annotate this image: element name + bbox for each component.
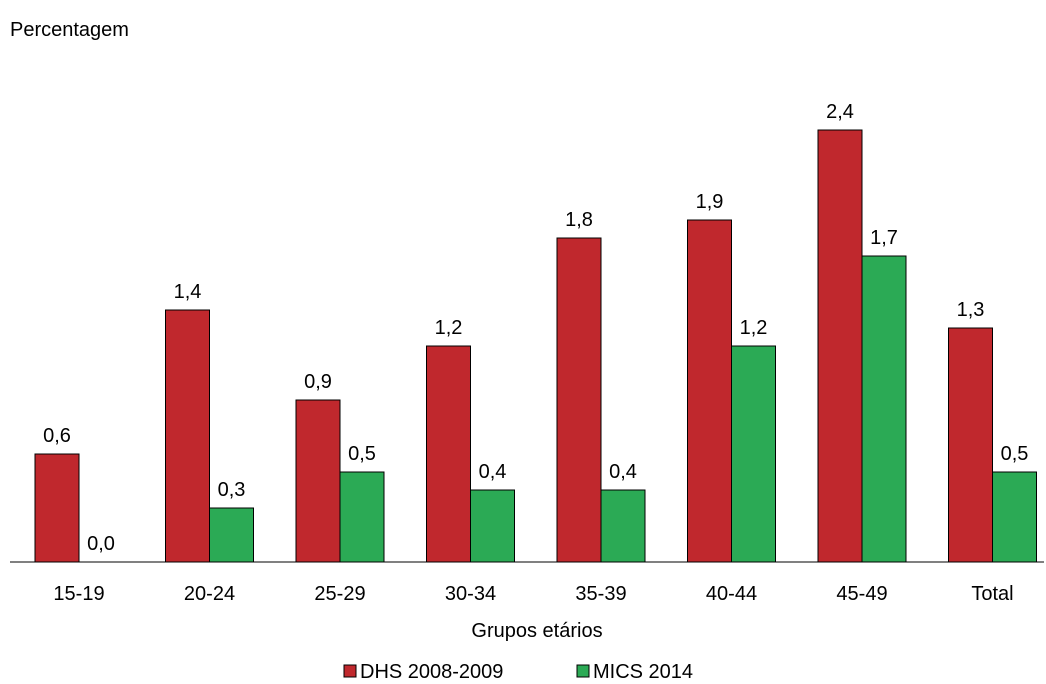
x-tick-label: 15-19 [53,583,104,605]
bar-dhs-45-49 [817,129,863,563]
bar-dhs-Total [948,327,993,563]
bar-mics-35-39 [600,489,646,563]
data-label: 1,2 [435,317,463,339]
bar-mics-30-34 [470,489,515,563]
x-tick-labels: 15-19 20-24 25-29 30-34 35-39 40-44 45-49 Total [53,583,1013,605]
data-label: 0,3 [218,479,246,501]
x-tick-label: 35-39 [575,583,626,605]
data-label: 0,4 [479,461,507,483]
legend: DHS 2008-2009 MICS 2014 [343,661,693,683]
x-tick-label: 25-29 [314,583,365,605]
bar-mics-Total [992,471,1037,563]
bar-dhs-25-29 [295,399,341,563]
data-label: 0,4 [609,461,637,483]
legend-swatch [576,664,590,678]
bar-dhs-20-24 [165,309,210,563]
bar-mics-20-24 [209,507,254,563]
x-tick-label: Total [971,583,1013,605]
data-label: 0,6 [43,425,71,447]
data-label: 0,5 [348,443,376,465]
data-label: 0,5 [1001,443,1029,465]
bar-dhs-30-34 [426,345,471,563]
x-axis-label: Grupos etários [471,620,602,642]
data-label: 1,2 [740,317,768,339]
x-tick-label: 20-24 [184,583,235,605]
data-label: 1,8 [565,209,593,231]
bar-dhs-40-44 [687,219,732,563]
bar-dhs-15-19 [34,453,80,563]
legend-swatch [343,664,357,678]
y-axis-label: Percentagem [10,19,129,41]
legend-label: DHS 2008-2009 [360,661,503,683]
data-label: 1,4 [174,281,202,303]
bars-group: 0,6 0,0 1,4 0,3 0,9 0,5 1,2 0,4 1,8 0,4 1,9 1,2 2,4 1… [34,101,1037,563]
x-tick-label: 45-49 [836,583,887,605]
bar-mics-25-29 [339,471,385,563]
x-tick-label: 40-44 [706,583,757,605]
bar-mics-45-49 [861,255,907,563]
data-label: 0,0 [87,533,115,555]
bar-dhs-35-39 [556,237,602,563]
bar-mics-40-44 [731,345,776,563]
data-label: 2,4 [826,101,854,123]
data-label: 1,3 [957,299,985,321]
x-tick-label: 30-34 [445,583,496,605]
legend-label: MICS 2014 [593,661,693,683]
data-label: 1,7 [870,227,898,249]
data-label: 1,9 [696,191,724,213]
data-label: 0,9 [304,371,332,393]
